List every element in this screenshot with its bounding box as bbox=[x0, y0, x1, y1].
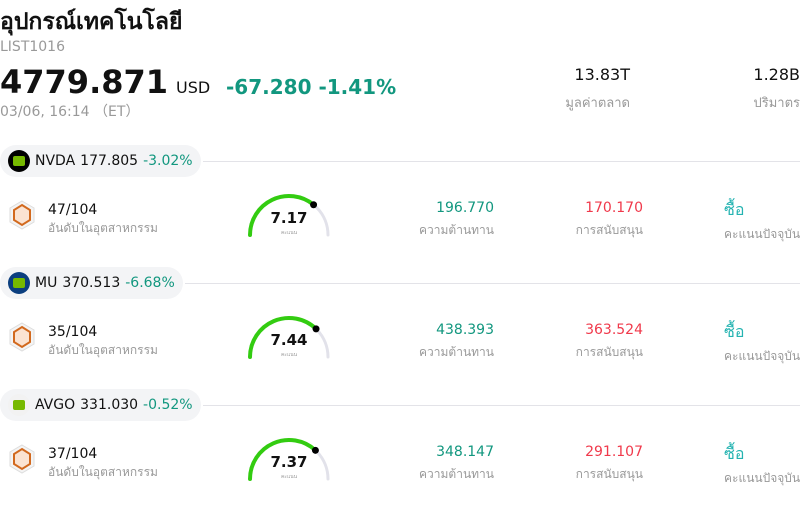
stock-change: -3.02% bbox=[143, 153, 193, 169]
industry-rank: 47/104 bbox=[48, 202, 98, 218]
stock-row[interactable]: NVDA 177.805 -3.02% 47/104 อันดับในอุตสา… bbox=[0, 145, 800, 267]
score-value: 7.44 bbox=[270, 331, 308, 349]
rating-value[interactable]: ซื้อ bbox=[724, 200, 745, 219]
resistance-value: 438.393 bbox=[436, 322, 494, 338]
score-gauge bbox=[248, 316, 330, 359]
rank-hexagon-icon bbox=[9, 200, 35, 230]
resistance-value: 196.770 bbox=[436, 200, 494, 216]
divider bbox=[203, 405, 800, 406]
change-value: -67.280 bbox=[226, 75, 312, 99]
industry-rank: 37/104 bbox=[48, 446, 98, 462]
stock-price: 331.030 bbox=[80, 397, 139, 413]
rank-hexagon-icon bbox=[9, 322, 35, 352]
score-label: คะแนน bbox=[280, 474, 298, 480]
support-label: การสนับสนุน bbox=[575, 345, 643, 359]
resistance-label: ความต้านทาน bbox=[419, 345, 494, 359]
divider bbox=[203, 161, 800, 162]
score-value: 7.37 bbox=[270, 453, 308, 471]
volume-value: 1.28B bbox=[753, 65, 800, 84]
rank-hexagon-icon bbox=[9, 444, 35, 474]
rating-label: คะแนนปัจจุบัน bbox=[724, 227, 800, 241]
price-change: -67.280 -1.41% bbox=[226, 75, 396, 99]
index-price: 4779.871 bbox=[0, 63, 169, 101]
broadcom-logo-icon bbox=[8, 394, 30, 416]
currency: USD bbox=[176, 78, 211, 97]
score-label: คะแนน bbox=[280, 352, 298, 358]
support-value: 363.524 bbox=[585, 322, 643, 338]
resistance-value: 348.147 bbox=[436, 444, 494, 460]
micron-logo-icon bbox=[8, 272, 30, 294]
stock-row[interactable]: AVGO 331.030 -0.52% 37/104 อันดับในอุตสา… bbox=[0, 389, 800, 511]
ticker: MU bbox=[35, 275, 58, 291]
industry-rank-label: อันดับในอุตสาหกรรม bbox=[48, 465, 158, 479]
stock-change: -0.52% bbox=[143, 397, 193, 413]
ticker: AVGO bbox=[35, 397, 76, 413]
support-label: การสนับสนุน bbox=[575, 223, 643, 237]
rating-label: คะแนนปัจจุบัน bbox=[724, 349, 800, 363]
score-value: 7.17 bbox=[270, 209, 308, 227]
resistance-label: ความต้านทาน bbox=[419, 467, 494, 481]
stock-change: -6.68% bbox=[125, 275, 175, 291]
resistance-label: ความต้านทาน bbox=[419, 223, 494, 237]
rating-value[interactable]: ซื้อ bbox=[724, 444, 745, 463]
score-gauge bbox=[248, 194, 330, 237]
stock-price: 177.805 bbox=[80, 153, 139, 169]
list-code: LIST1016 bbox=[0, 39, 65, 55]
stock-price: 370.513 bbox=[62, 275, 121, 291]
volume-label: ปริมาตร bbox=[753, 96, 800, 111]
stock-pill[interactable]: AVGO 331.030 -0.52% bbox=[0, 389, 201, 421]
support-value: 170.170 bbox=[585, 200, 643, 216]
industry-rank-label: อันดับในอุตสาหกรรม bbox=[48, 221, 158, 235]
score-gauge bbox=[248, 438, 330, 481]
nvidia-logo-icon bbox=[8, 150, 30, 172]
stock-pill[interactable]: MU 370.513 -6.68% bbox=[0, 267, 183, 299]
timestamp: 03/06, 16:14 （ET） bbox=[0, 104, 140, 120]
market-cap-value: 13.83T bbox=[574, 65, 630, 84]
industry-rank: 35/104 bbox=[48, 324, 98, 340]
support-label: การสนับสนุน bbox=[575, 467, 643, 481]
page-title: อุปกรณ์เทคโนโลยี bbox=[0, 9, 183, 35]
score-label: คะแนน bbox=[280, 230, 298, 236]
rating-label: คะแนนปัจจุบัน bbox=[724, 471, 800, 485]
ticker: NVDA bbox=[35, 153, 76, 169]
support-value: 291.107 bbox=[585, 444, 643, 460]
rating-value[interactable]: ซื้อ bbox=[724, 322, 745, 341]
industry-rank-label: อันดับในอุตสาหกรรม bbox=[48, 343, 158, 357]
divider bbox=[185, 283, 800, 284]
change-pct: -1.41% bbox=[318, 75, 397, 99]
market-cap-label: มูลค่าตลาด bbox=[565, 96, 630, 111]
stock-pill[interactable]: NVDA 177.805 -3.02% bbox=[0, 145, 201, 177]
stock-row[interactable]: MU 370.513 -6.68% 35/104 อันดับในอุตสาหก… bbox=[0, 267, 800, 389]
